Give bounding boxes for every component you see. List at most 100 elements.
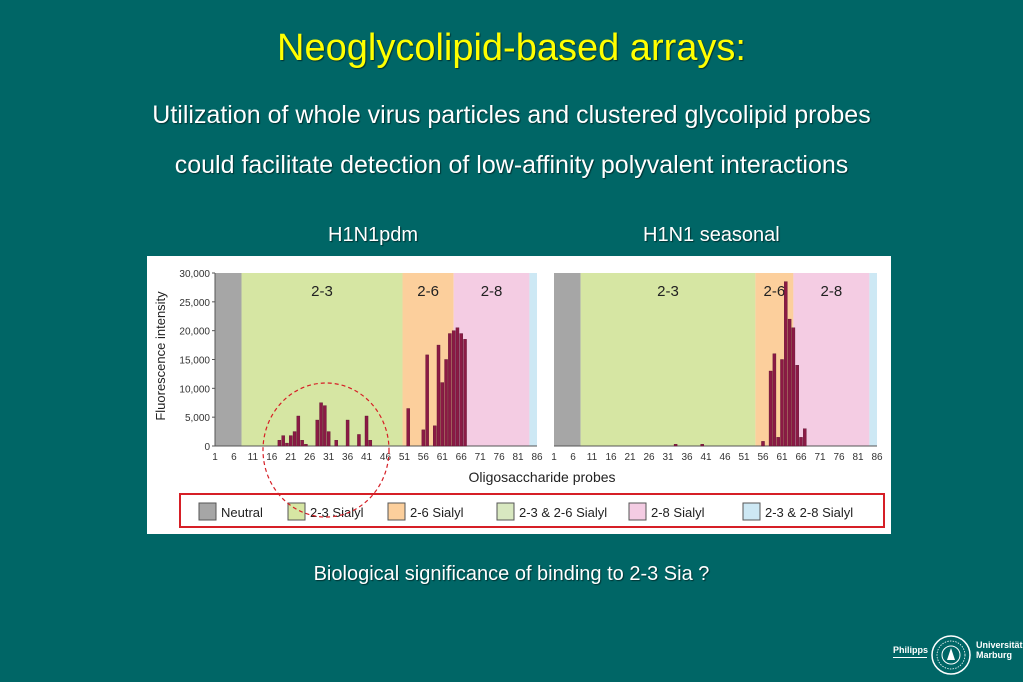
- subtitle-line-1: Utilization of whole virus particles and…: [152, 101, 871, 129]
- region-label: 2-3: [311, 283, 333, 300]
- bar: [433, 425, 437, 447]
- bar: [459, 333, 463, 447]
- bar: [803, 428, 807, 447]
- x-tick-label: 41: [700, 452, 712, 463]
- x-tick-label: 21: [624, 452, 636, 463]
- y-axis-label: Fluorescence intensity: [153, 291, 168, 421]
- x-tick-label: 41: [361, 452, 373, 463]
- x-tick-label: 1: [212, 452, 218, 463]
- bar: [768, 370, 773, 447]
- legend-label: 2-3 & 2-6 Sialyl: [519, 505, 607, 520]
- bar: [455, 327, 460, 447]
- x-tick-label: 81: [852, 452, 864, 463]
- bar: [300, 440, 304, 447]
- x-tick-label: 76: [494, 452, 506, 463]
- logo-text-right-line1: Universität: [976, 640, 1023, 650]
- region-sialyl_2_3: [580, 273, 756, 446]
- bar: [368, 440, 373, 447]
- annotation-circle: [262, 382, 390, 518]
- bar: [784, 281, 788, 447]
- region-label: 2-8: [481, 283, 503, 300]
- x-tick-label: 81: [512, 452, 524, 463]
- logo-text-right-line2: Marburg: [976, 650, 1012, 660]
- x-tick-label: 66: [795, 452, 807, 463]
- y-tick-label: 10,000: [179, 384, 210, 395]
- bar: [799, 437, 803, 447]
- bar: [700, 444, 704, 447]
- bar: [406, 408, 410, 447]
- x-tick-label: 51: [738, 452, 750, 463]
- legend-swatch: [496, 502, 515, 521]
- bar: [289, 435, 293, 447]
- legend-border: [179, 493, 885, 528]
- legend-swatch: [287, 502, 306, 521]
- bar: [444, 359, 448, 447]
- x-tick-label: 61: [437, 452, 449, 463]
- bar: [787, 318, 792, 447]
- bar: [285, 442, 289, 447]
- x-tick-label: 26: [643, 452, 655, 463]
- logo-text-right: Universität Marburg: [976, 640, 1023, 660]
- bar: [304, 444, 308, 447]
- legend-label: 2-8 Sialyl: [651, 505, 705, 520]
- y-tick-label: 20,000: [179, 327, 210, 338]
- bar: [281, 435, 285, 447]
- x-tick-label: 16: [266, 452, 278, 463]
- bar: [795, 365, 799, 447]
- bar: [421, 429, 426, 447]
- bar: [345, 419, 350, 447]
- bottom-question: Biological significance of binding to 2-…: [313, 563, 710, 585]
- region-label: 2-6: [764, 283, 786, 300]
- bar: [296, 415, 301, 447]
- panel-title-right: H1N1 seasonal: [643, 224, 780, 246]
- bar: [364, 415, 369, 447]
- x-tick-label: 51: [399, 452, 411, 463]
- legend-label: 2-3 & 2-8 Sialyl: [765, 505, 853, 520]
- bar: [319, 402, 323, 447]
- bar: [761, 441, 765, 447]
- x-tick-label: 21: [285, 452, 297, 463]
- x-tick-label: 86: [871, 452, 883, 463]
- x-tick-label: 36: [681, 452, 693, 463]
- bar: [277, 440, 282, 447]
- slide-title: Neoglycolipid-based arrays:: [277, 27, 746, 69]
- university-seal-icon: [931, 635, 971, 675]
- x-tick-label: 36: [342, 452, 354, 463]
- panel-title-left: H1N1pdm: [328, 224, 419, 246]
- y-tick-label: 30,000: [179, 269, 210, 280]
- x-tick-label: 86: [531, 452, 543, 463]
- x-tick-label: 11: [248, 452, 259, 463]
- x-tick-label: 11: [587, 452, 598, 463]
- bar: [326, 431, 331, 447]
- legend-swatch: [742, 502, 761, 521]
- chart-panel-right: 2-3 2-6 2-81 6 11 16 21 26 31 36 41 46 51 56 61 66 71 76 8…: [551, 273, 883, 463]
- chart-figure: 2-3 2-6 2-8 0 5,000 10,000 15,000 20,000 25,000 3…: [147, 256, 891, 534]
- bar: [463, 339, 467, 447]
- y-tick-label: 15,000: [179, 356, 210, 367]
- bar: [292, 431, 297, 447]
- chart-panel-left: 2-3 2-6 2-8 0 5,000 10,000 15,000 20,000 25,000 3…: [179, 269, 543, 463]
- x-tick-label: 66: [456, 452, 468, 463]
- bar: [673, 444, 678, 447]
- x-tick-label: 16: [605, 452, 617, 463]
- legend-swatch: [198, 502, 217, 521]
- x-tick-label: 71: [814, 452, 826, 463]
- chart-legend: Neutral 2-3 Sialyl 2-6 Sialyl 2-3 & 2-6 Sia…: [179, 493, 885, 528]
- x-tick-label: 71: [475, 452, 487, 463]
- slide-subtitle: Utilization of whole virus particles and…: [0, 90, 1023, 190]
- x-tick-label: 6: [570, 452, 576, 463]
- x-tick-label: 56: [757, 452, 769, 463]
- bar: [451, 330, 456, 447]
- region-sialyl_2_8: [793, 273, 870, 446]
- bar: [357, 434, 361, 447]
- y-tick-label: 5,000: [185, 413, 210, 424]
- subtitle-line-2: could facilitate detection of low-affini…: [174, 151, 849, 179]
- x-tick-label: 6: [231, 452, 237, 463]
- bar: [780, 359, 784, 447]
- bar: [791, 327, 796, 447]
- legend-swatch: [628, 502, 647, 521]
- logo-text-left: Philipps: [893, 645, 929, 655]
- legend-swatch: [387, 502, 406, 521]
- region-neutral: [554, 273, 581, 446]
- legend-label: 2-3 Sialyl: [310, 505, 364, 520]
